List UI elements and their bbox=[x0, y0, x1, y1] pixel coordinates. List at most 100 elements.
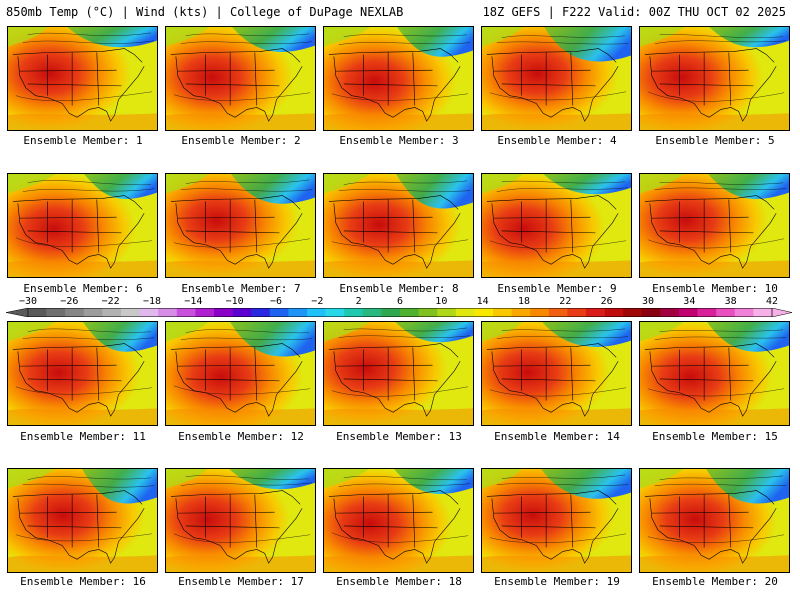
ensemble-member-map bbox=[639, 321, 790, 426]
colorbar-swatch bbox=[586, 308, 605, 317]
colorbar-tick-label: 18 bbox=[517, 296, 531, 307]
ensemble-member-map bbox=[323, 321, 474, 426]
ensemble-member-map bbox=[165, 26, 316, 131]
colorbar-tick-label: 14 bbox=[476, 296, 489, 307]
colorbar-swatch bbox=[493, 308, 512, 317]
ensemble-member-label: Ensemble Member: 6 bbox=[23, 282, 143, 295]
colorbar-swatch bbox=[697, 308, 717, 317]
colorbar-swatch bbox=[400, 308, 419, 317]
colorbar-swatch bbox=[623, 308, 643, 317]
ensemble-member-label: Ensemble Member: 17 bbox=[178, 575, 304, 588]
ensemble-member-map bbox=[323, 173, 474, 278]
colorbar-swatch bbox=[307, 308, 326, 317]
colorbar-max-arrow bbox=[771, 308, 792, 317]
colorbar-tick-label: −22 bbox=[101, 296, 120, 307]
ensemble-member-label: Ensemble Member: 15 bbox=[652, 430, 778, 443]
ensemble-member-map bbox=[165, 321, 316, 426]
colorbar-swatch bbox=[511, 308, 531, 317]
ensemble-member-map bbox=[7, 26, 158, 131]
colorbar-swatch bbox=[83, 308, 103, 317]
colorbar-tick-label: −2 bbox=[311, 296, 324, 307]
colorbar-swatch bbox=[344, 308, 364, 317]
colorbar-tick-label: −26 bbox=[60, 296, 79, 307]
colorbar-tick-label: 26 bbox=[600, 296, 613, 307]
colorbar-tick-labels: −30 −26 −22 −18 −14 −10 −6 −2 2 6 10 14 18 22 26 30 34 38… bbox=[6, 296, 792, 307]
colorbar-tick-label: 10 bbox=[435, 296, 448, 307]
ensemble-member-map bbox=[7, 321, 158, 426]
ensemble-member-map bbox=[481, 321, 632, 426]
colorbar-tick-label: −10 bbox=[225, 296, 244, 307]
colorbar-outline bbox=[27, 308, 773, 317]
colorbar-swatch bbox=[65, 308, 85, 317]
ensemble-member-map bbox=[639, 173, 790, 278]
colorbar-swatch bbox=[158, 308, 178, 317]
colorbar-swatch bbox=[288, 308, 308, 317]
colorbar-swatch bbox=[455, 308, 475, 317]
colorbar-min-arrow bbox=[6, 308, 29, 317]
ensemble-member-label: Ensemble Member: 2 bbox=[181, 134, 301, 147]
colorbar-swatch bbox=[641, 308, 661, 317]
ensemble-member-label: Ensemble Member: 14 bbox=[494, 430, 620, 443]
colorbar-scale bbox=[6, 308, 792, 317]
colorbar-swatch bbox=[753, 308, 773, 317]
ensemble-member-label: Ensemble Member: 19 bbox=[494, 575, 620, 588]
colorbar-swatch bbox=[214, 308, 233, 317]
colorbar-tick-label: −30 bbox=[18, 296, 38, 307]
ensemble-member-map bbox=[481, 173, 632, 278]
colorbar-swatch bbox=[604, 308, 624, 317]
ensemble-member-map bbox=[7, 468, 158, 573]
colorbar-swatch bbox=[46, 308, 66, 317]
ensemble-member-label: Ensemble Member: 12 bbox=[178, 430, 304, 443]
ensemble-member-map bbox=[639, 468, 790, 573]
colorbar-swatch bbox=[28, 308, 47, 317]
colorbar-tick-label: 38 bbox=[724, 296, 737, 307]
colorbar-swatch bbox=[734, 308, 754, 317]
colorbar-tick-label: 6 bbox=[396, 296, 404, 307]
colorbar-tick-label: −14 bbox=[184, 296, 203, 307]
colorbar-swatch bbox=[660, 308, 680, 317]
map-title: 850mb Temp (°C) | Wind (kts) | College o… bbox=[6, 5, 404, 19]
colorbar-tick-label: 2 bbox=[355, 296, 362, 307]
colorbar-swatch bbox=[269, 308, 289, 317]
model-valid-time: 18Z GEFS | F222 Valid: 00Z THU OCT 02 20… bbox=[482, 5, 786, 19]
ensemble-member-label: Ensemble Member: 1 bbox=[23, 134, 143, 147]
ensemble-member-label: Ensemble Member: 20 bbox=[652, 575, 778, 588]
ensemble-member-map bbox=[165, 173, 316, 278]
ensemble-member-map bbox=[639, 26, 790, 131]
ensemble-member-label: Ensemble Member: 7 bbox=[181, 282, 301, 295]
colorbar-swatch bbox=[530, 308, 550, 317]
colorbar-swatch bbox=[121, 308, 140, 317]
temperature-colorbar: −30 −26 −22 −18 −14 −10 −6 −2 2 6 10 14 18 22 26 30 34 38… bbox=[6, 296, 792, 318]
colorbar-tick-label: 34 bbox=[683, 296, 696, 307]
ensemble-member-label: Ensemble Member: 11 bbox=[20, 430, 146, 443]
ensemble-member-map bbox=[481, 26, 632, 131]
ensemble-member-label: Ensemble Member: 8 bbox=[339, 282, 459, 295]
ensemble-member-label: Ensemble Member: 16 bbox=[20, 575, 146, 588]
colorbar-swatch bbox=[195, 308, 215, 317]
colorbar-swatch bbox=[139, 308, 159, 317]
colorbar-tick-label: 22 bbox=[559, 296, 572, 307]
ensemble-member-label: Ensemble Member: 9 bbox=[497, 282, 617, 295]
colorbar-swatch bbox=[474, 308, 494, 317]
colorbar-tick-label: −18 bbox=[142, 296, 162, 307]
ensemble-member-map bbox=[7, 173, 158, 278]
colorbar-swatch bbox=[381, 308, 401, 317]
ensemble-member-label: Ensemble Member: 4 bbox=[497, 134, 617, 147]
colorbar-tick-label: −6 bbox=[269, 296, 283, 307]
colorbar-swatch bbox=[716, 308, 736, 317]
ensemble-member-map bbox=[323, 26, 474, 131]
ensemble-member-label: Ensemble Member: 5 bbox=[655, 134, 775, 147]
ensemble-member-map bbox=[481, 468, 632, 573]
ensemble-member-label: Ensemble Member: 18 bbox=[336, 575, 462, 588]
ensemble-member-label: Ensemble Member: 10 bbox=[652, 282, 778, 295]
ensemble-member-map bbox=[165, 468, 316, 573]
colorbar-swatch bbox=[325, 308, 345, 317]
colorbar-swatch bbox=[679, 308, 698, 317]
colorbar-swatch bbox=[437, 308, 457, 317]
colorbar-swatch bbox=[232, 308, 252, 317]
ensemble-member-map bbox=[323, 468, 474, 573]
colorbar-tick-label: 42 bbox=[765, 296, 779, 307]
colorbar-swatch bbox=[548, 308, 568, 317]
ensemble-member-label: Ensemble Member: 3 bbox=[339, 134, 459, 147]
colorbar-swatch bbox=[567, 308, 587, 317]
